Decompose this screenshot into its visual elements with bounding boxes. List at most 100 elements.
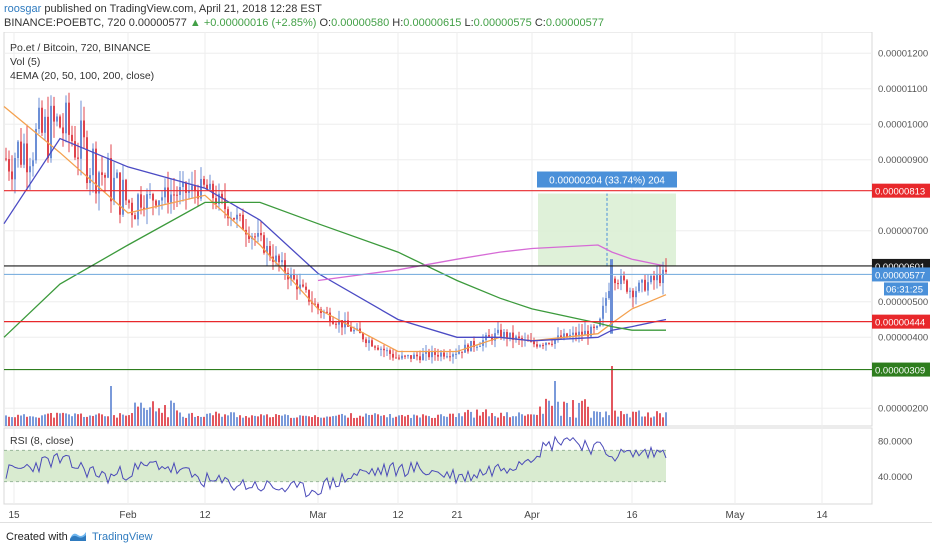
- candle-body: [416, 354, 418, 357]
- candle-body: [458, 351, 460, 354]
- candle-body: [545, 342, 547, 346]
- chart-canvas[interactable]: 15 Feb 12 Mar 12 21 Apr 16 May 14 0.00001200 0.0000…: [0, 32, 932, 522]
- volume-bar: [491, 413, 493, 426]
- candle-body: [32, 160, 34, 167]
- volume-bar: [53, 417, 55, 426]
- volume-bar: [164, 405, 166, 426]
- volume-bar: [656, 411, 658, 426]
- candle-body: [563, 333, 565, 339]
- volume-bar: [575, 417, 577, 426]
- y-tick-label: 0.00000900: [878, 155, 928, 166]
- volume-bar: [209, 413, 211, 426]
- volume-bar: [50, 412, 52, 426]
- candle-body: [137, 194, 139, 220]
- candle-body: [548, 342, 550, 344]
- candle-body: [293, 274, 295, 280]
- rsi-tick-label: 40.0000: [878, 472, 912, 483]
- volume-bar: [200, 416, 202, 426]
- candle-body: [479, 345, 481, 347]
- volume-bar: [545, 398, 547, 426]
- volume-bar: [254, 415, 256, 426]
- volume-bar: [278, 415, 280, 426]
- volume-bar: [596, 411, 598, 426]
- candle-body: [440, 352, 442, 357]
- candle-body: [101, 172, 103, 175]
- volume-bar: [17, 414, 19, 426]
- volume-bar: [68, 414, 70, 426]
- volume-bar: [341, 413, 343, 426]
- volume-bar: [281, 415, 283, 426]
- volume-bar: [449, 413, 451, 426]
- candle-body: [452, 354, 454, 357]
- candle-body: [326, 311, 328, 313]
- volume-bar: [128, 415, 130, 426]
- y-tick-label: 0.00001100: [878, 84, 928, 95]
- candle-body: [209, 183, 211, 190]
- candle-body: [566, 333, 568, 338]
- volume-bar: [152, 401, 154, 426]
- volume-bar: [551, 405, 553, 426]
- candle-body: [560, 335, 562, 339]
- volume-legend: Vol (5): [10, 56, 41, 68]
- candle-body: [365, 339, 367, 344]
- candle-body: [422, 353, 424, 361]
- change-value: +0.00000016 (+2.85%): [203, 17, 317, 29]
- volume-bar: [65, 413, 67, 426]
- candle-body: [104, 174, 106, 178]
- y-tick-label: 0.00000700: [878, 226, 928, 237]
- candle-body: [332, 322, 334, 324]
- volume-bar: [344, 415, 346, 426]
- candle-body: [506, 332, 508, 339]
- candle-body: [509, 332, 511, 339]
- rsi-band: [4, 450, 666, 482]
- y-tick-label: 0.00000500: [878, 297, 928, 308]
- volume-bar: [626, 413, 628, 426]
- volume-bars-group: [5, 366, 667, 426]
- candle-body: [596, 326, 598, 329]
- candle-body: [50, 105, 52, 159]
- candle-body: [659, 275, 661, 284]
- candle-body: [53, 105, 55, 122]
- tradingview-logo-icon: [70, 532, 86, 541]
- candle-body: [335, 323, 337, 325]
- candle-body: [161, 197, 163, 201]
- candle-body: [47, 116, 49, 159]
- volume-bar: [371, 414, 373, 426]
- candle-body: [617, 283, 619, 285]
- volume-bar: [455, 417, 457, 426]
- candle-body: [338, 320, 340, 325]
- level-tag: [872, 314, 930, 329]
- volume-bar: [83, 416, 85, 426]
- x-tick-label: 16: [626, 510, 638, 521]
- candle-body: [398, 357, 400, 359]
- candle-body: [152, 194, 154, 201]
- y-tick-label: 0.00001200: [878, 48, 928, 59]
- candle-body: [632, 290, 634, 298]
- volume-bar: [653, 416, 655, 426]
- candle-body: [578, 331, 580, 337]
- volume-bar: [131, 413, 133, 426]
- volume-bar: [320, 417, 322, 426]
- volume-bar: [134, 402, 136, 426]
- volume-bar: [182, 416, 184, 426]
- candle-body: [404, 355, 406, 357]
- volume-bar: [614, 410, 616, 426]
- level-label: 0.00000309: [875, 366, 925, 377]
- ema20-line: [3, 105, 667, 353]
- candle-body: [236, 214, 238, 220]
- candle-body: [305, 286, 307, 290]
- symbol-info: BINANCE:POEBTC, 720 0.00000577 ▲ +0.0000…: [4, 17, 604, 30]
- close-label: C:: [534, 17, 546, 29]
- tradingview-brand-link[interactable]: TradingView: [92, 531, 153, 543]
- candle-body: [173, 194, 175, 196]
- author-link[interactable]: roosgar: [4, 3, 42, 15]
- volume-bar: [425, 415, 427, 426]
- candle-body: [215, 198, 217, 205]
- candle-body: [503, 332, 505, 338]
- volume-bar: [479, 415, 481, 426]
- candle-body: [533, 341, 535, 345]
- candle-body: [98, 172, 100, 194]
- volume-bar: [251, 415, 253, 426]
- volume-bar: [506, 412, 508, 426]
- volume-bar: [374, 413, 376, 426]
